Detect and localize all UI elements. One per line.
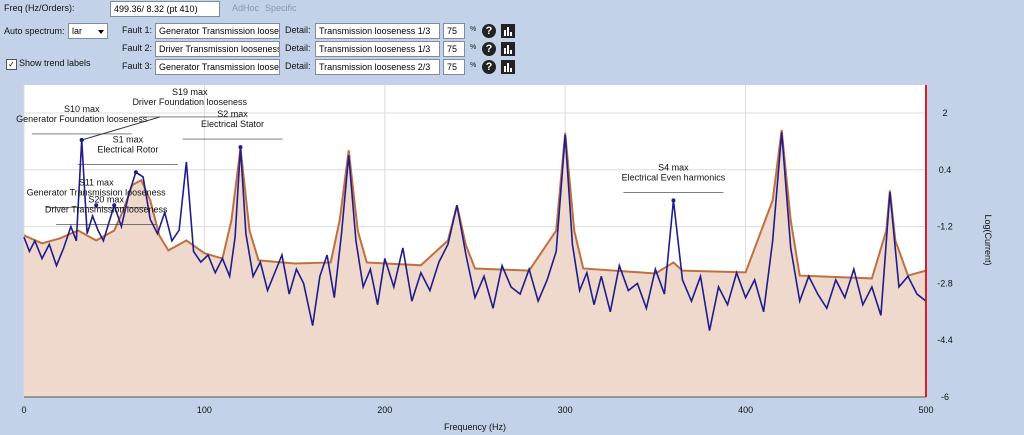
- freq-value[interactable]: 499.36/ 8.32 (pt 410): [110, 1, 220, 17]
- select-value: lar: [72, 26, 83, 36]
- annotation-point: [133, 170, 138, 175]
- x-axis-label: Frequency (Hz): [444, 422, 506, 432]
- checkbox-label: Show trend labels: [19, 58, 91, 68]
- x-tick-label: 100: [197, 405, 212, 415]
- fault-input[interactable]: Generator Transmission looseness: [155, 59, 280, 75]
- percent-unit: %: [470, 26, 477, 33]
- auto-spectrum-select[interactable]: lar: [68, 23, 108, 39]
- tab[interactable]: Specific: [265, 3, 297, 13]
- help-icon[interactable]: ?: [482, 42, 496, 56]
- annotation-text: Electrical Stator: [201, 119, 264, 129]
- annotation-text: S2 max: [217, 109, 248, 119]
- tab[interactable]: AdHoc: [232, 3, 260, 13]
- area: [24, 130, 926, 398]
- dropdown-arrow: [98, 30, 104, 34]
- y-axis-label: Log(Current): [983, 214, 993, 265]
- annotation-text: Electrical Rotor: [97, 144, 158, 154]
- chart-icon[interactable]: [501, 60, 515, 74]
- detail-input[interactable]: Transmission looseness 1/3: [315, 23, 440, 39]
- annotation-text: S11 max: [79, 177, 114, 187]
- annotation-text: S1 max: [113, 134, 144, 144]
- freq-label: Freq (Hz/Orders):: [4, 3, 75, 13]
- leader-line: [81, 116, 160, 141]
- detail-label: Detail:: [285, 25, 311, 35]
- chart-icon[interactable]: [501, 42, 515, 56]
- annotation-text: Driver Foundation looseness: [132, 97, 247, 107]
- line: [23, 132, 927, 331]
- fault-input[interactable]: Generator Transmission looseness: [155, 23, 280, 39]
- y-tick-label: -2.8: [937, 278, 953, 288]
- detail-label: Detail:: [285, 43, 311, 53]
- y-tick-label: -1.2: [937, 222, 953, 232]
- percent-unit: %: [470, 44, 477, 51]
- percent-unit: %: [470, 62, 477, 69]
- x-tick-label: 200: [377, 405, 392, 415]
- fault-input[interactable]: Driver Transmission looseness: [155, 41, 280, 57]
- annotation-text: Generator Transmission looseness: [27, 187, 167, 197]
- line: [23, 129, 927, 280]
- help-icon[interactable]: ?: [482, 60, 496, 74]
- annotation-point: [112, 203, 117, 208]
- y-tick-label: 0.4: [939, 165, 952, 175]
- detail-label: Detail:: [285, 61, 311, 71]
- annotation-text: Driver Transmission looseness: [45, 204, 168, 214]
- help-icon[interactable]: ?: [482, 24, 496, 38]
- percent-input[interactable]: 75: [443, 23, 465, 39]
- x-tick-label: 300: [558, 405, 573, 415]
- percent-input[interactable]: 75: [443, 41, 465, 57]
- detail-input[interactable]: Transmission looseness 1/3: [315, 41, 440, 57]
- annotation-text: S4 max: [658, 162, 689, 172]
- y-tick-label: -4.4: [937, 335, 953, 345]
- x-tick-label: 0: [21, 405, 26, 415]
- detail-input[interactable]: Transmission looseness 2/3: [315, 59, 440, 75]
- annotation-text: S19 max: [172, 87, 208, 97]
- annotation-text: Generator Foundation looseness: [16, 114, 148, 124]
- x-tick-label: 500: [918, 405, 933, 415]
- annotation-point: [238, 145, 243, 150]
- annotation-text: Electrical Even harmonics: [622, 172, 726, 182]
- percent-input[interactable]: 75: [443, 59, 465, 75]
- annotation-point: [94, 203, 99, 208]
- x-tick-label: 400: [738, 405, 753, 415]
- y-tick-label: 2: [942, 108, 947, 118]
- fault-label: Fault 2:: [122, 43, 153, 53]
- y-tick-label: -6: [941, 392, 949, 402]
- annotation-text: S10 max: [64, 104, 100, 114]
- annotation-point: [79, 137, 84, 142]
- fault-label: Fault 3:: [122, 61, 153, 71]
- fault-label: Fault 1:: [122, 25, 153, 35]
- annotation-point: [671, 198, 676, 203]
- auto-spectrum-label: Auto spectrum:: [4, 26, 65, 36]
- checkbox[interactable]: ✓: [6, 59, 17, 70]
- chart-icon[interactable]: [501, 24, 515, 38]
- annotation-text: S20 max: [88, 194, 124, 204]
